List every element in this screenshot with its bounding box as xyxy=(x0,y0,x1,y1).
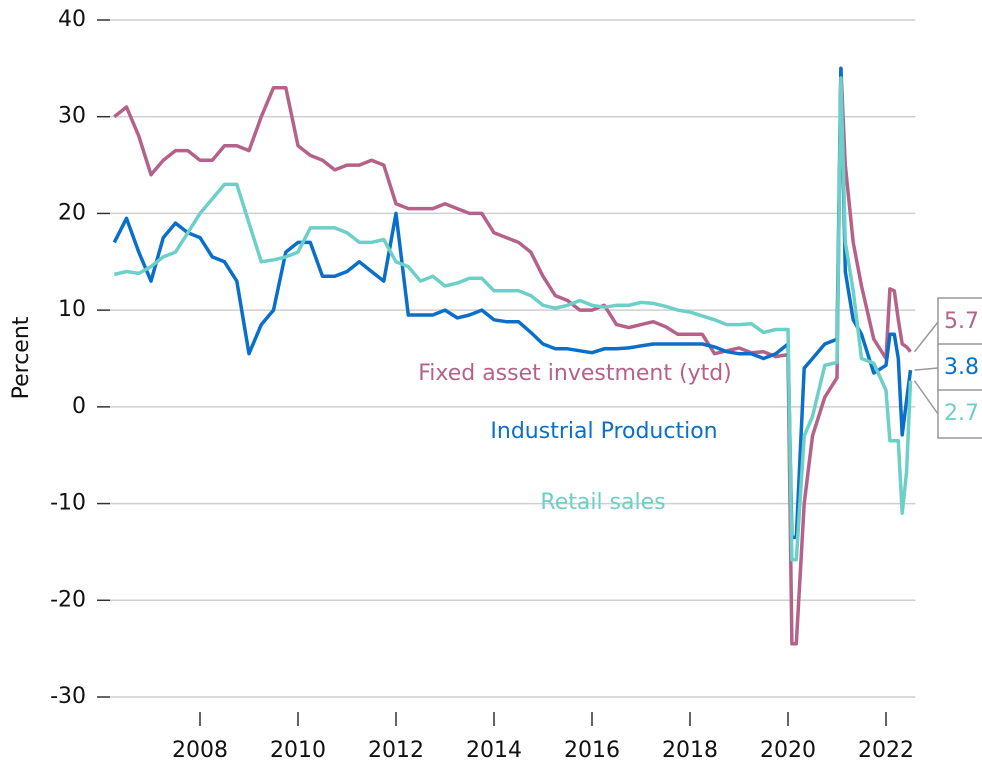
series-label: Retail sales xyxy=(540,490,665,515)
x-tick-label: 2020 xyxy=(760,738,816,763)
x-tick-label: 2018 xyxy=(662,738,718,763)
y-tick-label: 0 xyxy=(72,394,86,419)
y-tick-label: -20 xyxy=(50,587,86,612)
end-value-label: 5.7 xyxy=(944,309,979,334)
y-tick-label: 30 xyxy=(58,104,86,129)
label-connector xyxy=(913,380,939,415)
y-tick-label: -30 xyxy=(50,684,86,709)
label-box xyxy=(937,389,982,439)
x-tick-label: 2016 xyxy=(564,738,620,763)
label-box xyxy=(937,343,982,393)
y-tick-label: 40 xyxy=(58,7,86,32)
x-tick-label: 2014 xyxy=(466,738,522,763)
y-tick-label: 10 xyxy=(58,297,86,322)
series-label: Fixed asset investment (ytd) xyxy=(418,361,732,386)
label-box xyxy=(937,297,982,347)
x-tick-label: 2012 xyxy=(368,738,424,763)
y-axis-label: Percent xyxy=(9,316,34,399)
end-value-label: 3.8 xyxy=(944,355,979,380)
series-line xyxy=(113,76,913,562)
x-tick-label: 2022 xyxy=(858,738,914,763)
series-line xyxy=(112,66,913,540)
label-connector xyxy=(913,321,939,353)
label-connector xyxy=(914,367,939,371)
end-value-label: 2.7 xyxy=(944,401,979,426)
y-tick-label: 20 xyxy=(58,200,86,225)
series-label: Industrial Production xyxy=(490,419,717,444)
series-line xyxy=(113,66,912,646)
x-tick-label: 2010 xyxy=(270,738,326,763)
y-tick-label: -10 xyxy=(50,491,86,516)
x-tick-label: 2008 xyxy=(172,738,228,763)
